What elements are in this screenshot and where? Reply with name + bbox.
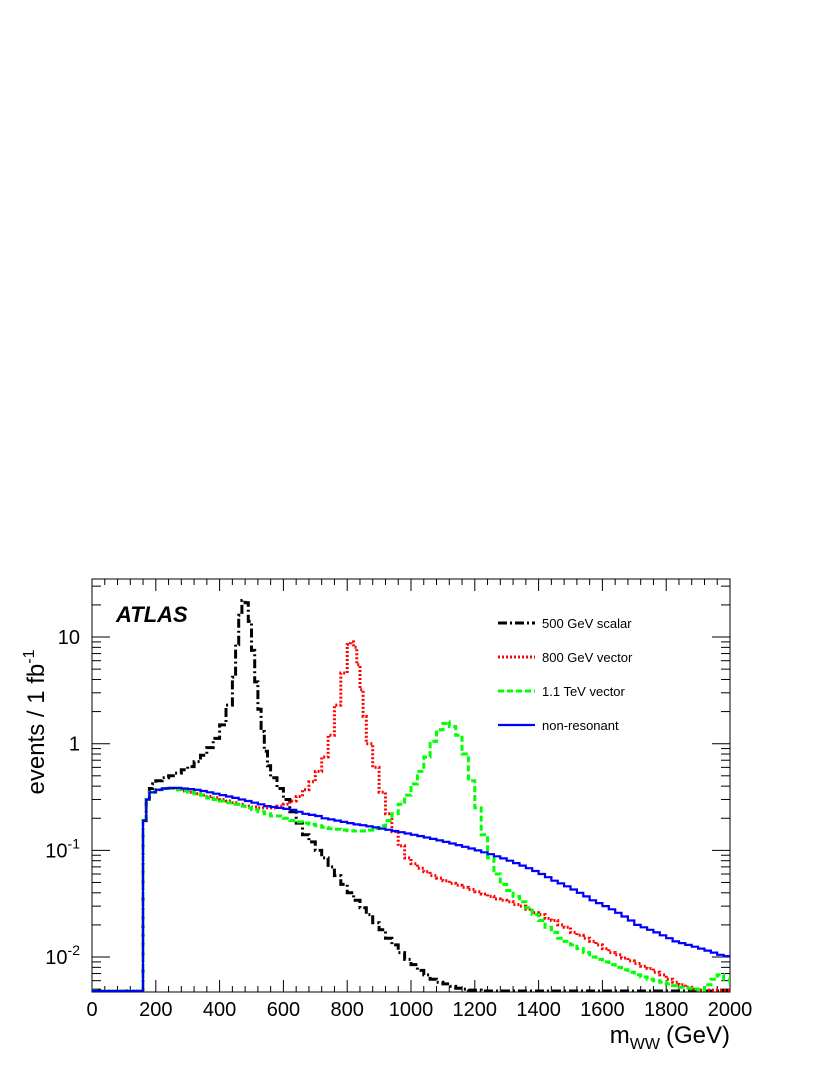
- x-tick-label: 1800: [644, 999, 689, 1021]
- x-tick-label: 1600: [580, 999, 625, 1021]
- x-tick-label: 2000: [708, 999, 753, 1021]
- x-axis-title-main: m: [610, 1022, 630, 1049]
- series-line-1: [92, 599, 730, 992]
- series-layer: [92, 599, 730, 992]
- y-axis-title-sup: -1: [21, 649, 38, 663]
- atlas-label: ATLAS: [115, 602, 188, 627]
- x-tick-label: 1400: [516, 999, 561, 1021]
- y-tick-label: 10: [58, 627, 80, 649]
- x-tick-label: 200: [139, 999, 172, 1021]
- legend-label: non-resonant: [542, 718, 619, 733]
- series-line-4: [92, 786, 730, 992]
- x-tick-label: 400: [203, 999, 236, 1021]
- y-tick-label: 10-2: [45, 942, 80, 969]
- x-axis-title: mWW (GeV): [610, 1022, 730, 1053]
- x-axis-title-sub: WW: [630, 1036, 661, 1053]
- legend-label: 500 GeV scalar: [542, 616, 632, 631]
- legend-label: 1.1 TeV vector: [542, 684, 626, 699]
- plot-frame: [91, 578, 731, 993]
- series-line-3: [92, 720, 730, 992]
- tick-labels: 0 200 400 600 800 1000 1200 1400 1600 1800 2000 10 1…: [45, 627, 752, 1021]
- y-axis-title-main: events / 1 fb: [23, 664, 50, 795]
- y-tick-label: 10-1: [45, 835, 80, 862]
- y-axis-title: events / 1 fb-1: [21, 649, 50, 794]
- axis-ticks: [91, 579, 731, 992]
- x-axis-title-unit: (GeV): [666, 1022, 730, 1049]
- y-tick-label: 1: [69, 734, 80, 756]
- x-tick-label: 1000: [389, 999, 434, 1021]
- series-line-2: [92, 640, 730, 992]
- x-tick-label: 600: [267, 999, 300, 1021]
- legend: 500 GeV scalar 800 GeV vector 1.1 TeV vect…: [498, 616, 633, 733]
- x-tick-label: 800: [331, 999, 364, 1021]
- x-tick-label: 0: [86, 999, 97, 1021]
- legend-label: 800 GeV vector: [542, 650, 633, 665]
- x-tick-label: 1200: [453, 999, 498, 1021]
